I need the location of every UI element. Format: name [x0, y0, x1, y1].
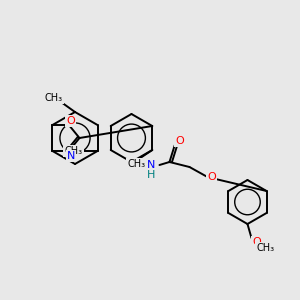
Text: CH₃: CH₃ — [256, 243, 274, 253]
Text: CH₃: CH₃ — [64, 146, 82, 156]
Text: O: O — [67, 116, 75, 126]
Text: CH₃: CH₃ — [45, 93, 63, 103]
Text: N: N — [67, 151, 75, 161]
Text: O: O — [207, 172, 216, 182]
Text: N: N — [147, 160, 156, 170]
Text: O: O — [252, 237, 261, 247]
Text: H: H — [147, 170, 156, 180]
Text: O: O — [175, 136, 184, 146]
Text: CH₃: CH₃ — [127, 159, 145, 169]
